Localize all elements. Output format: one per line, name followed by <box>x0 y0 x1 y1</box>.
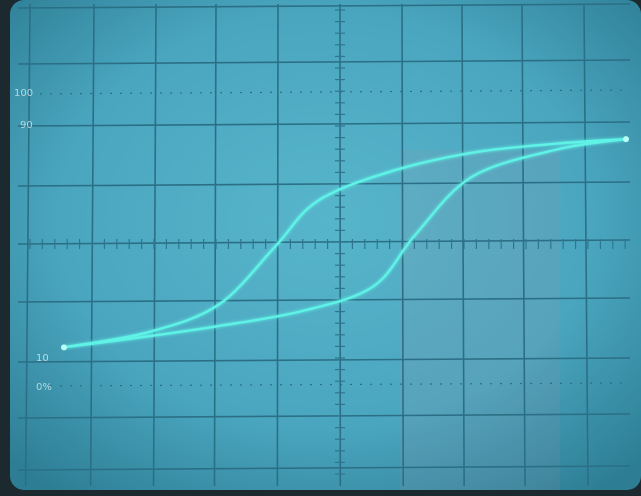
light-reflection <box>400 150 560 490</box>
grid-horizontal-line <box>17 181 631 187</box>
label-0-percent: 0% <box>36 382 52 393</box>
grid-vertical-line <box>152 3 157 487</box>
grid-horizontal-line <box>17 413 631 419</box>
grid-horizontal-line <box>17 121 631 127</box>
grid-vertical-line <box>24 3 31 487</box>
grid-horizontal-line <box>17 357 631 363</box>
grid-horizontal-line <box>17 297 631 303</box>
grid-vertical-line <box>401 3 405 487</box>
trace-lower-branch <box>62 137 628 349</box>
dotted-level-lines <box>19 89 631 387</box>
label-90: 90 <box>20 120 33 131</box>
grid-horizontal-line <box>17 59 631 65</box>
grid-vertical-line <box>461 3 465 487</box>
label-10: 10 <box>36 353 49 364</box>
grid-vertical-line <box>583 3 589 487</box>
grid-vertical-line <box>213 3 217 487</box>
trace-end-left <box>61 344 67 351</box>
dotted-line-0 <box>39 382 631 387</box>
grid-vertical-line <box>521 3 526 487</box>
trace-upper-branch <box>62 137 628 349</box>
trace-end-right <box>623 136 629 143</box>
dotted-line-100 <box>19 89 631 95</box>
label-100: 100 <box>14 88 33 99</box>
grid-horizontal-line <box>17 3 631 9</box>
grid-horizontal-line <box>17 239 631 245</box>
axis-ticks <box>29 9 626 475</box>
grid-horizontal-line <box>17 465 631 471</box>
trace-group <box>62 137 628 349</box>
